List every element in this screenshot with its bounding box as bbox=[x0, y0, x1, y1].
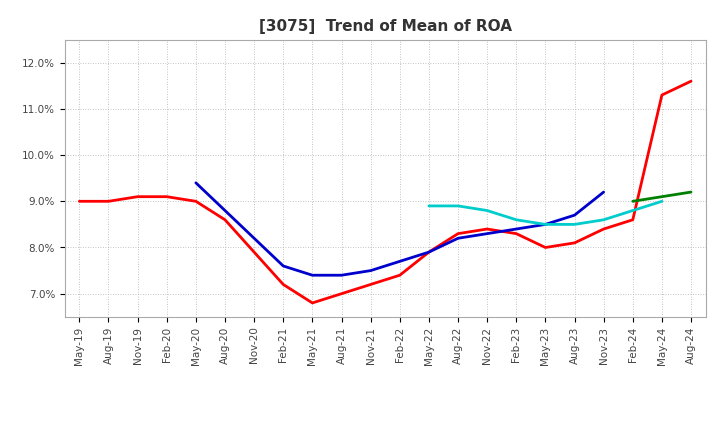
Line: 10 Years: 10 Years bbox=[633, 192, 691, 201]
3 Years bbox=[250, 249, 258, 255]
5 Years bbox=[454, 235, 462, 241]
3 Years bbox=[483, 226, 492, 231]
Line: 3 Years: 3 Years bbox=[79, 81, 691, 303]
3 Years bbox=[192, 198, 200, 204]
5 Years bbox=[366, 268, 375, 273]
7 Years bbox=[657, 198, 666, 204]
5 Years bbox=[483, 231, 492, 236]
Line: 7 Years: 7 Years bbox=[429, 201, 662, 224]
3 Years bbox=[279, 282, 287, 287]
3 Years bbox=[425, 249, 433, 255]
3 Years bbox=[395, 272, 404, 278]
7 Years bbox=[599, 217, 608, 222]
10 Years bbox=[629, 198, 637, 204]
7 Years bbox=[483, 208, 492, 213]
3 Years bbox=[599, 226, 608, 231]
3 Years bbox=[687, 78, 696, 84]
3 Years bbox=[75, 198, 84, 204]
10 Years bbox=[657, 194, 666, 199]
3 Years bbox=[163, 194, 171, 199]
5 Years bbox=[541, 222, 550, 227]
5 Years bbox=[220, 208, 229, 213]
7 Years bbox=[541, 222, 550, 227]
Line: 5 Years: 5 Years bbox=[196, 183, 603, 275]
3 Years bbox=[104, 198, 113, 204]
5 Years bbox=[279, 263, 287, 268]
5 Years bbox=[395, 259, 404, 264]
3 Years bbox=[133, 194, 142, 199]
7 Years bbox=[570, 222, 579, 227]
3 Years bbox=[308, 300, 317, 305]
5 Years bbox=[425, 249, 433, 255]
5 Years bbox=[512, 226, 521, 231]
7 Years bbox=[454, 203, 462, 209]
Title: [3075]  Trend of Mean of ROA: [3075] Trend of Mean of ROA bbox=[258, 19, 512, 34]
3 Years bbox=[541, 245, 550, 250]
5 Years bbox=[570, 213, 579, 218]
10 Years bbox=[687, 189, 696, 194]
5 Years bbox=[308, 272, 317, 278]
3 Years bbox=[570, 240, 579, 246]
5 Years bbox=[337, 272, 346, 278]
7 Years bbox=[512, 217, 521, 222]
5 Years bbox=[599, 189, 608, 194]
3 Years bbox=[657, 92, 666, 98]
3 Years bbox=[512, 231, 521, 236]
3 Years bbox=[337, 291, 346, 296]
5 Years bbox=[250, 235, 258, 241]
3 Years bbox=[629, 217, 637, 222]
3 Years bbox=[220, 217, 229, 222]
3 Years bbox=[366, 282, 375, 287]
3 Years bbox=[454, 231, 462, 236]
7 Years bbox=[425, 203, 433, 209]
5 Years bbox=[192, 180, 200, 185]
7 Years bbox=[629, 208, 637, 213]
